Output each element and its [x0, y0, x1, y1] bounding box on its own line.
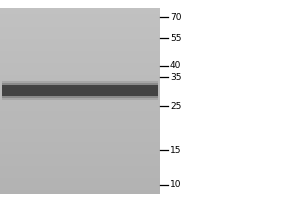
Bar: [2, 83, 158, 98]
Text: 15: 15: [170, 146, 182, 155]
Bar: [2, 85, 158, 96]
Text: 35: 35: [170, 73, 182, 82]
Text: 70: 70: [170, 13, 182, 22]
Text: 10: 10: [170, 180, 182, 189]
Text: 25: 25: [170, 102, 182, 111]
Bar: [2, 81, 158, 100]
Text: 40: 40: [170, 61, 182, 70]
Bar: [0, 8, 160, 194]
Text: 55: 55: [170, 34, 182, 43]
